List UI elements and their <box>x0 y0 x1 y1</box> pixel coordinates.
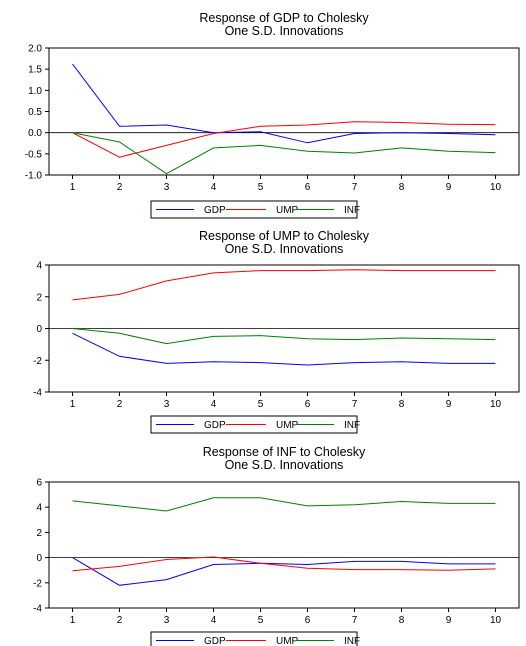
series-line-inf <box>72 328 496 345</box>
y-tick-label: 0 <box>36 324 42 335</box>
series-line-inf <box>72 132 496 175</box>
legend-label-ump: UMP <box>276 205 299 216</box>
x-tick-label: 6 <box>305 615 311 626</box>
x-tick-label: 2 <box>117 615 123 626</box>
x-tick-label: 3 <box>164 399 170 410</box>
y-tick-label: 2.0 <box>28 44 42 55</box>
chart-subtitle: One S.D. Innovations <box>225 458 344 472</box>
series-line-inf <box>72 497 496 512</box>
y-tick-label: -1.0 <box>25 171 43 182</box>
legend-label-ump: UMP <box>276 420 299 431</box>
series-line-ump <box>72 556 496 572</box>
x-tick-label: 10 <box>490 182 502 193</box>
legend-label-gdp: GDP <box>204 205 226 216</box>
x-tick-label: 8 <box>399 399 405 410</box>
x-tick-label: 9 <box>446 182 452 193</box>
plot-frame <box>48 481 520 609</box>
x-tick-label: 4 <box>211 615 217 626</box>
chart-subtitle: One S.D. Innovations <box>225 242 344 256</box>
x-tick-label: 8 <box>399 182 405 193</box>
x-tick-label: 5 <box>258 182 264 193</box>
y-tick-label: 1.5 <box>28 65 42 76</box>
y-tick-label: 0.5 <box>28 107 42 118</box>
legend-label-inf: INF <box>344 420 360 431</box>
x-tick-label: 6 <box>305 182 311 193</box>
x-tick-label: 3 <box>164 615 170 626</box>
y-tick-label: 0.0 <box>28 128 42 139</box>
x-tick-label: 4 <box>211 399 217 410</box>
x-tick-label: 7 <box>352 615 358 626</box>
x-tick-label: 10 <box>490 399 502 410</box>
series-line-ump <box>72 121 496 158</box>
legend-box <box>150 631 358 646</box>
legend-label-gdp: GDP <box>204 636 226 646</box>
x-tick-label: 6 <box>305 399 311 410</box>
x-tick-label: 7 <box>352 182 358 193</box>
series-line-gdp <box>72 332 496 366</box>
x-tick-label: 3 <box>164 182 170 193</box>
y-tick-label: -2 <box>33 578 42 589</box>
y-tick-label: 4 <box>36 503 42 514</box>
x-tick-label: 10 <box>490 615 502 626</box>
chart-title: Response of INF to Cholesky <box>203 445 366 459</box>
y-tick-label: 2 <box>36 292 42 303</box>
x-tick-label: 1 <box>70 182 76 193</box>
y-tick-label: -2 <box>33 356 42 367</box>
y-tick-label: 6 <box>36 478 42 489</box>
x-tick-label: 2 <box>117 182 123 193</box>
x-tick-label: 1 <box>70 615 76 626</box>
y-tick-label: 0 <box>36 553 42 564</box>
x-tick-label: 4 <box>211 182 217 193</box>
chart-title: Response of GDP to Cholesky <box>199 11 369 25</box>
chart-title: Response of UMP to Cholesky <box>199 229 370 243</box>
legend-label-inf: INF <box>344 636 360 646</box>
plot-frame <box>48 47 520 176</box>
y-tick-label: 2 <box>36 528 42 539</box>
y-tick-label: 4 <box>36 261 42 272</box>
x-tick-label: 2 <box>117 399 123 410</box>
x-tick-label: 5 <box>258 399 264 410</box>
legend-label-inf: INF <box>344 205 360 216</box>
y-tick-label: 1.0 <box>28 86 42 97</box>
legend-label-ump: UMP <box>276 636 299 646</box>
x-tick-label: 1 <box>70 399 76 410</box>
x-tick-label: 9 <box>446 399 452 410</box>
y-tick-label: -4 <box>33 388 42 399</box>
chart-subtitle: One S.D. Innovations <box>225 24 344 38</box>
legend-label-gdp: GDP <box>204 420 226 431</box>
x-tick-label: 7 <box>352 399 358 410</box>
series-line-gdp <box>72 63 496 144</box>
series-line-gdp <box>72 557 496 586</box>
x-tick-label: 8 <box>399 615 405 626</box>
x-tick-label: 9 <box>446 615 452 626</box>
series-line-ump <box>72 269 496 301</box>
y-tick-label: -0.5 <box>25 149 43 160</box>
x-tick-label: 5 <box>258 615 264 626</box>
y-tick-label: -4 <box>33 604 42 615</box>
